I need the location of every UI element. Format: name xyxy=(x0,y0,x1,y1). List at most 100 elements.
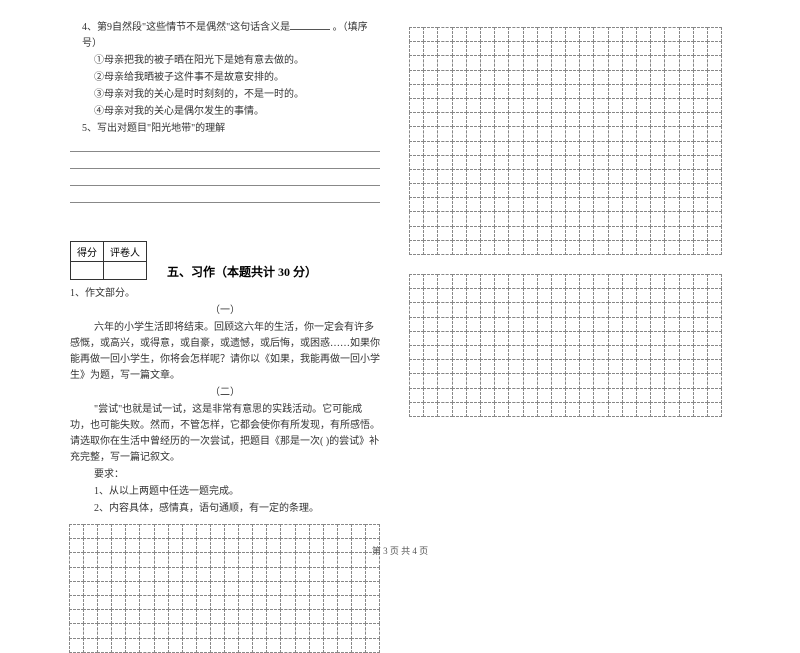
grid-cell[interactable] xyxy=(466,373,481,388)
grid-cell[interactable] xyxy=(466,98,481,113)
grid-cell[interactable] xyxy=(437,141,452,156)
grid-cell[interactable] xyxy=(423,226,438,241)
grid-cell[interactable] xyxy=(650,169,665,184)
grid-cell[interactable] xyxy=(437,197,452,212)
grid-cell[interactable] xyxy=(593,126,608,141)
grid-cell[interactable] xyxy=(494,402,509,417)
grid-cell[interactable] xyxy=(608,331,623,346)
grid-cell[interactable] xyxy=(409,211,424,226)
grid-cell[interactable] xyxy=(636,41,651,56)
grid-cell[interactable] xyxy=(480,27,495,42)
grid-cell[interactable] xyxy=(608,27,623,42)
grid-cell[interactable] xyxy=(650,359,665,374)
grid-cell[interactable] xyxy=(650,27,665,42)
grid-cell[interactable] xyxy=(664,169,679,184)
grid-cell[interactable] xyxy=(636,373,651,388)
grid-cell[interactable] xyxy=(423,345,438,360)
grid-cell[interactable] xyxy=(466,226,481,241)
grid-cell[interactable] xyxy=(252,623,267,638)
grid-cell[interactable] xyxy=(83,524,98,539)
grid-cell[interactable] xyxy=(337,524,352,539)
grid-cell[interactable] xyxy=(508,240,523,255)
grid-cell[interactable] xyxy=(579,402,594,417)
grid-cell[interactable] xyxy=(280,567,295,582)
answer-line[interactable] xyxy=(70,138,380,152)
grid-cell[interactable] xyxy=(551,27,566,42)
grid-cell[interactable] xyxy=(480,226,495,241)
grid-cell[interactable] xyxy=(480,345,495,360)
grid-cell[interactable] xyxy=(423,240,438,255)
grid-cell[interactable] xyxy=(565,240,580,255)
writing-grid-right-bottom[interactable] xyxy=(410,275,770,417)
grid-cell[interactable] xyxy=(537,274,552,289)
grid-cell[interactable] xyxy=(679,155,694,170)
grid-cell[interactable] xyxy=(168,623,183,638)
grid-cell[interactable] xyxy=(707,317,722,332)
grid-cell[interactable] xyxy=(280,638,295,653)
grid-cell[interactable] xyxy=(409,317,424,332)
grid-cell[interactable] xyxy=(608,373,623,388)
grid-cell[interactable] xyxy=(168,609,183,624)
grid-cell[interactable] xyxy=(480,274,495,289)
grid-cell[interactable] xyxy=(579,41,594,56)
grid-cell[interactable] xyxy=(593,402,608,417)
grid-cell[interactable] xyxy=(664,274,679,289)
grid-cell[interactable] xyxy=(494,317,509,332)
grid-cell[interactable] xyxy=(608,98,623,113)
grid-cell[interactable] xyxy=(551,183,566,198)
answer-line[interactable] xyxy=(70,172,380,186)
grid-cell[interactable] xyxy=(693,112,708,127)
grid-cell[interactable] xyxy=(693,169,708,184)
grid-cell[interactable] xyxy=(707,126,722,141)
grid-cell[interactable] xyxy=(636,359,651,374)
grid-cell[interactable] xyxy=(437,359,452,374)
grid-cell[interactable] xyxy=(508,84,523,99)
grid-cell[interactable] xyxy=(608,388,623,403)
grid-cell[interactable] xyxy=(139,638,154,653)
grid-cell[interactable] xyxy=(409,155,424,170)
grid-cell[interactable] xyxy=(466,345,481,360)
grid-cell[interactable] xyxy=(537,388,552,403)
grid-cell[interactable] xyxy=(365,609,380,624)
grid-cell[interactable] xyxy=(579,98,594,113)
grid-cell[interactable] xyxy=(707,183,722,198)
grid-cell[interactable] xyxy=(494,274,509,289)
grid-cell[interactable] xyxy=(409,183,424,198)
grid-cell[interactable] xyxy=(693,240,708,255)
grid-cell[interactable] xyxy=(494,197,509,212)
grid-cell[interactable] xyxy=(636,317,651,332)
grid-cell[interactable] xyxy=(69,567,84,582)
grid-cell[interactable] xyxy=(196,524,211,539)
grid-cell[interactable] xyxy=(622,331,637,346)
grid-cell[interactable] xyxy=(608,197,623,212)
grid-cell[interactable] xyxy=(551,112,566,127)
grid-cell[interactable] xyxy=(650,373,665,388)
grid-cell[interactable] xyxy=(480,126,495,141)
grid-cell[interactable] xyxy=(466,274,481,289)
grid-cell[interactable] xyxy=(139,524,154,539)
grid-cell[interactable] xyxy=(636,169,651,184)
grid-cell[interactable] xyxy=(551,302,566,317)
grid-cell[interactable] xyxy=(494,226,509,241)
grid-cell[interactable] xyxy=(437,41,452,56)
grid-cell[interactable] xyxy=(494,183,509,198)
grid-cell[interactable] xyxy=(323,595,338,610)
grid-cell[interactable] xyxy=(351,595,366,610)
grid-cell[interactable] xyxy=(309,567,324,582)
grid-cell[interactable] xyxy=(409,274,424,289)
grid-cell[interactable] xyxy=(593,388,608,403)
grid-cell[interactable] xyxy=(523,126,538,141)
grid-cell[interactable] xyxy=(579,373,594,388)
grid-cell[interactable] xyxy=(707,84,722,99)
grid-cell[interactable] xyxy=(679,388,694,403)
grid-cell[interactable] xyxy=(508,373,523,388)
grid-cell[interactable] xyxy=(168,524,183,539)
grid-cell[interactable] xyxy=(466,288,481,303)
grid-cell[interactable] xyxy=(636,240,651,255)
grid-cell[interactable] xyxy=(337,581,352,596)
grid-cell[interactable] xyxy=(154,609,169,624)
grid-cell[interactable] xyxy=(69,623,84,638)
grid-cell[interactable] xyxy=(480,183,495,198)
grid-cell[interactable] xyxy=(508,302,523,317)
grid-cell[interactable] xyxy=(693,183,708,198)
